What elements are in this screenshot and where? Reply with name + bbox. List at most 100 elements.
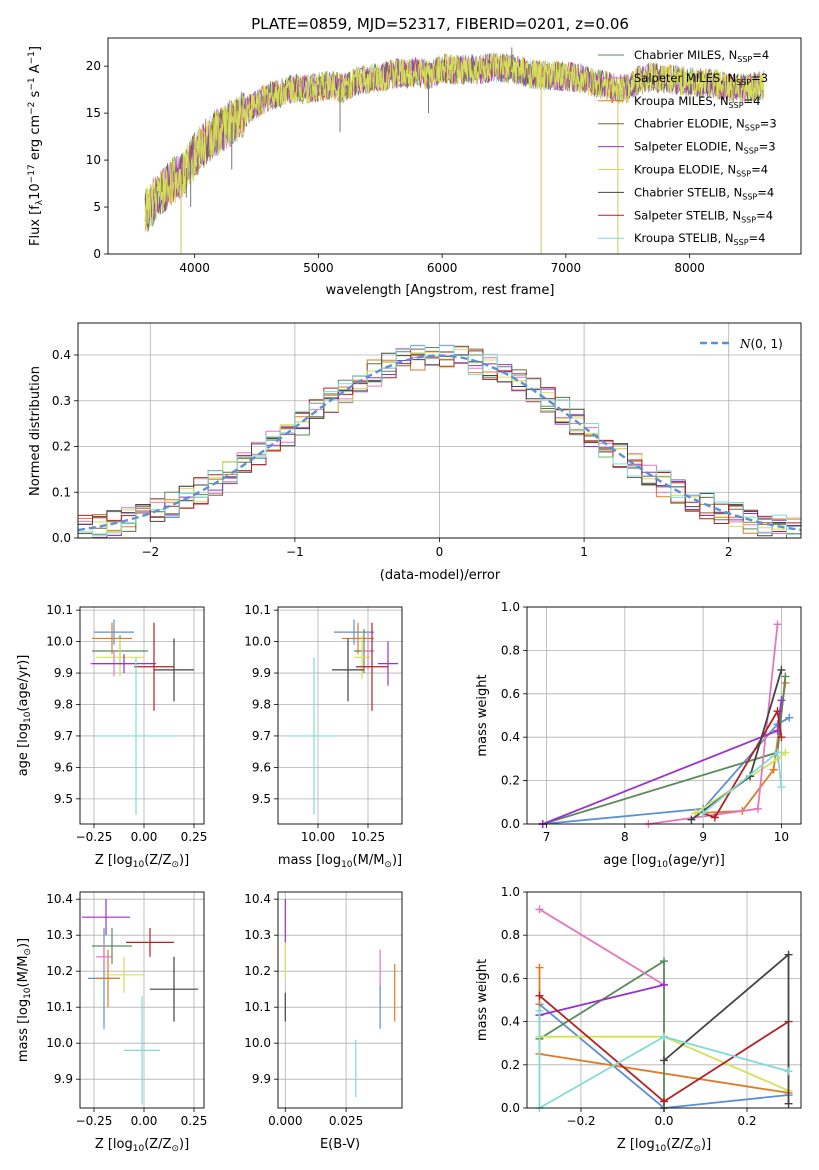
y-tick-label: 0.4 bbox=[501, 1015, 520, 1029]
legend-normal-label: N(0, 1) bbox=[739, 337, 783, 351]
y-tick-label: 1.0 bbox=[501, 600, 520, 614]
residual-y-label: Normed distribution bbox=[28, 366, 43, 496]
x-tick-label: 0.2 bbox=[737, 1114, 756, 1128]
spectrum-legend: Chabrier MILES, NSSP=4 Salpeter MILES, NS… bbox=[598, 48, 777, 247]
x-tick-label: −2 bbox=[141, 545, 159, 559]
x-tick-label: 2 bbox=[725, 545, 733, 559]
y-tick-label: 10 bbox=[86, 153, 101, 167]
grid-lines bbox=[278, 892, 402, 1108]
weight-marker bbox=[781, 672, 790, 681]
weight-marker bbox=[710, 813, 719, 822]
y-tick-label: 10.3 bbox=[46, 928, 73, 942]
weight-marker bbox=[753, 804, 762, 813]
y-tick-label: 10.0 bbox=[244, 635, 271, 649]
x-tick-label: 5000 bbox=[303, 261, 334, 275]
x-tick-label: −0.25 bbox=[76, 1114, 113, 1128]
mass-vs-Z-panel: −0.25 0.00 0.25 9.9 10.0 10.1 10.2 10.3 10.4 Z [l… bbox=[16, 891, 208, 1154]
y-tick-label: 0.1 bbox=[52, 485, 71, 499]
mass-weight-vs-age-panel: 7 8 9 10 0.0 0.2 0.4 0.6 0.8 1.0 age [log10(age/yr… bbox=[475, 600, 802, 870]
y-tick-label: 9.5 bbox=[54, 792, 73, 806]
y-tick-label: 0.2 bbox=[501, 774, 520, 788]
y-tick-label: 9.7 bbox=[54, 729, 73, 743]
y-tick-label: 9.8 bbox=[252, 697, 271, 711]
weight-line bbox=[539, 908, 665, 986]
y-tick-label: 0.0 bbox=[501, 817, 520, 831]
y-tick-label: 9.9 bbox=[252, 666, 271, 680]
y-tick-label: 0.3 bbox=[52, 394, 71, 408]
y-axis-label: mass weight bbox=[475, 959, 490, 1041]
legend-label: Salpeter MILES, NSSP=3 bbox=[634, 71, 768, 87]
y-tick-label: 0.6 bbox=[501, 687, 520, 701]
spectrum-axes-frame bbox=[107, 37, 802, 255]
spectrum-y-label: Flux [fλ10−17 erg cm−2 s−1 A−1] bbox=[27, 46, 45, 246]
axes-frame bbox=[277, 606, 403, 825]
weight-marker bbox=[784, 1067, 793, 1076]
residual-x-label: (data-model)/error bbox=[380, 568, 501, 583]
y-tick-label: 1.0 bbox=[501, 885, 520, 899]
y-tick-label: 10.1 bbox=[46, 1000, 73, 1014]
x-tick-label: 0.25 bbox=[181, 830, 208, 844]
x-axis-label: mass [log10(M/M⊙)] bbox=[278, 853, 402, 870]
y-tick-label: 9.5 bbox=[252, 792, 271, 806]
weight-marker bbox=[777, 733, 786, 742]
axes-frame bbox=[277, 891, 403, 1109]
error-bars bbox=[90, 619, 194, 815]
weight-marker bbox=[535, 991, 544, 1000]
x-tick-label: 0.25 bbox=[181, 1114, 208, 1128]
grid-lines bbox=[80, 607, 204, 824]
residual-histograms bbox=[78, 344, 801, 539]
weight-lines bbox=[535, 905, 793, 1112]
weight-line bbox=[542, 716, 790, 825]
y-tick-label: 9.9 bbox=[54, 1072, 73, 1086]
y-tick-label: 9.6 bbox=[252, 760, 271, 774]
x-tick-label: 0.000 bbox=[268, 1114, 302, 1128]
x-tick-label: −0.2 bbox=[566, 1114, 595, 1128]
y-tick-label: 10.3 bbox=[244, 928, 271, 942]
spectrum-line bbox=[144, 53, 765, 231]
mass-vs-EBV-panel: 0.000 0.025 9.9 10.0 10.1 10.2 10.3 10.4 E(B-V) bbox=[244, 891, 403, 1152]
weight-line bbox=[690, 669, 783, 821]
spectrum-title: PLATE=0859, MJD=52317, FIBERID=0201, z=0… bbox=[251, 15, 629, 33]
y-tick-label: 10.2 bbox=[46, 964, 73, 978]
age-vs-mass-panel: 10.00 10.25 9.5 9.6 9.7 9.8 9.9 10.0 10.1 mass [l… bbox=[244, 603, 403, 870]
weight-marker bbox=[784, 1099, 793, 1108]
weight-line bbox=[702, 708, 783, 819]
y-tick-label: 0.8 bbox=[501, 643, 520, 657]
y-tick-label: 9.9 bbox=[54, 666, 73, 680]
weight-marker bbox=[784, 950, 793, 959]
error-bars bbox=[290, 619, 398, 815]
x-tick-label: 1 bbox=[580, 545, 588, 559]
legend-label: Salpeter STELIB, NSSP=4 bbox=[634, 208, 773, 224]
x-axis-label: E(B-V) bbox=[320, 1137, 360, 1152]
weight-marker bbox=[535, 963, 544, 972]
error-bars bbox=[284, 899, 396, 1098]
weight-marker bbox=[773, 707, 782, 716]
weight-marker bbox=[777, 665, 786, 674]
x-tick-label: 10.25 bbox=[351, 830, 385, 844]
y-tick-label: 10.0 bbox=[46, 1036, 73, 1050]
legend-label: Kroupa ELODIE, NSSP=4 bbox=[634, 163, 768, 179]
weight-marker bbox=[660, 1056, 668, 1065]
x-tick-label: −1 bbox=[286, 545, 304, 559]
y-tick-label: 10.0 bbox=[46, 635, 73, 649]
grid-lines bbox=[80, 892, 204, 1108]
legend-label: Chabrier MILES, NSSP=4 bbox=[634, 48, 769, 64]
y-tick-label: 10.4 bbox=[46, 892, 73, 906]
x-tick-label: 0.0 bbox=[654, 1114, 673, 1128]
y-tick-label: 15 bbox=[86, 106, 101, 120]
y-axis-label: age [log10(age/yr)] bbox=[16, 655, 33, 777]
y-tick-label: 0.2 bbox=[501, 1058, 520, 1072]
error-bars bbox=[82, 899, 198, 1105]
x-axis-label: Z [log10(Z/Z⊙)] bbox=[95, 1137, 189, 1154]
x-tick-label: 8 bbox=[621, 830, 629, 844]
residual-legend: N(0, 1) bbox=[700, 337, 783, 351]
spectrum-panel: PLATE=0859, MJD=52317, FIBERID=0201, z=0… bbox=[27, 15, 802, 298]
y-tick-label: 9.8 bbox=[54, 697, 73, 711]
weight-marker bbox=[781, 748, 790, 757]
y-tick-label: 0.0 bbox=[52, 531, 71, 545]
weight-marker bbox=[660, 1032, 668, 1041]
y-tick-label: 0.4 bbox=[501, 730, 520, 744]
y-tick-label: 10.0 bbox=[244, 1036, 271, 1050]
residual-histogram bbox=[78, 350, 801, 532]
